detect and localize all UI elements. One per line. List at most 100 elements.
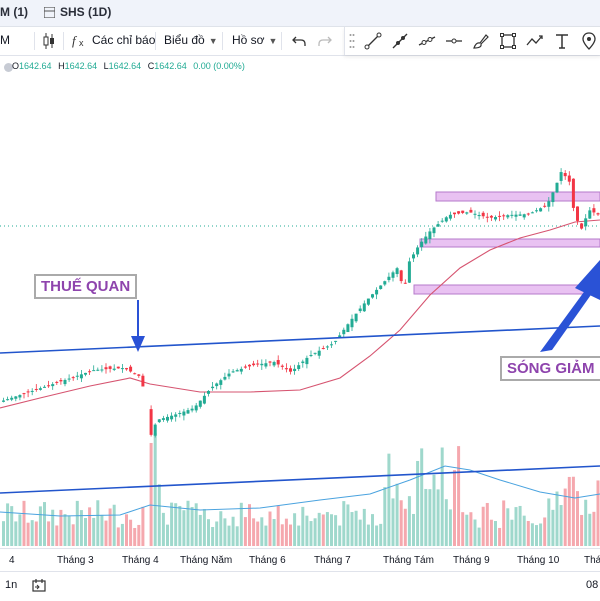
volume-bar [194, 503, 198, 546]
candle [330, 344, 333, 346]
support-zone-lower[interactable] [413, 284, 600, 295]
time-axis-label: Tháng 10 [517, 555, 560, 566]
tab-shs[interactable]: SHS (1D) [60, 5, 112, 19]
candle [567, 175, 571, 182]
interval-button[interactable]: M [0, 33, 10, 47]
time-axis-label: Tháng 3 [57, 555, 94, 566]
brush-icon[interactable] [471, 31, 491, 51]
drag-handle-icon[interactable] [349, 31, 355, 51]
candle [514, 214, 518, 217]
candle [153, 424, 157, 436]
volume-bar [116, 527, 120, 546]
candle [170, 415, 174, 420]
candle [502, 215, 506, 217]
collapse-legend-icon[interactable] [4, 63, 13, 72]
volume-bar [297, 525, 301, 546]
volume-bar [420, 448, 424, 546]
candle [63, 379, 67, 385]
rectangle-icon[interactable] [498, 31, 518, 51]
volume-bar [202, 509, 206, 546]
volume-bar [387, 453, 391, 546]
volume-bar [75, 500, 79, 546]
candle [137, 374, 141, 376]
candle [535, 210, 538, 212]
lower-trendline[interactable] [0, 465, 600, 494]
time-axis[interactable]: 4 Tháng 3 Tháng 4 Tháng Năm Tháng 6 Thán… [0, 548, 600, 571]
candle [125, 368, 128, 370]
path-icon[interactable] [525, 31, 545, 51]
resistance-zone[interactable] [435, 191, 600, 202]
volume-bar [161, 512, 165, 546]
candle [334, 340, 338, 342]
tariff-arrow[interactable] [131, 300, 145, 352]
candle [588, 210, 592, 219]
tariff-label[interactable]: THUẾ QUAN [34, 274, 138, 299]
redo-icon[interactable] [318, 35, 332, 47]
candle [51, 384, 55, 387]
volume-bar [403, 508, 407, 546]
support-zone-upper[interactable] [419, 238, 600, 248]
volume-bar [38, 506, 42, 546]
indicators-button[interactable]: Các chỉ báo [92, 33, 156, 47]
candles-icon[interactable] [42, 32, 56, 50]
volume-bar [506, 508, 510, 546]
candle [38, 388, 42, 390]
candle [346, 324, 350, 333]
horizontal-line-icon[interactable] [444, 31, 464, 51]
volume-bar [440, 447, 444, 546]
candle [71, 377, 75, 379]
candle [424, 236, 428, 244]
volume-bar [26, 522, 30, 546]
volume-bar [448, 509, 452, 546]
undo-icon[interactable] [292, 35, 306, 47]
candle [305, 357, 309, 365]
volume-bar [399, 500, 403, 546]
volume-bar [338, 525, 342, 546]
volume-moving-average [0, 465, 600, 517]
chart-type-button[interactable]: Biểu đồ ▼ [164, 33, 218, 47]
text-icon[interactable] [552, 31, 572, 51]
candle [547, 201, 551, 207]
tab-first[interactable]: M (1) [0, 5, 28, 19]
volume-bar [170, 502, 174, 546]
candle [202, 395, 206, 404]
volume-bar [596, 480, 600, 546]
candle [371, 294, 374, 298]
calendar-icon[interactable] [32, 578, 46, 592]
trend-line-icon[interactable] [363, 31, 383, 51]
candle [407, 261, 411, 283]
volume-bar [358, 519, 362, 546]
ray-icon[interactable] [390, 31, 410, 51]
profile-button[interactable]: Hồ sơ ▼ [232, 33, 277, 47]
price-chart[interactable] [0, 56, 600, 572]
wave-arrow[interactable] [540, 260, 600, 352]
interval-range-button[interactable]: 1n [5, 579, 18, 591]
volume-bar [10, 506, 14, 546]
candle [260, 363, 264, 366]
upper-trendline[interactable] [0, 325, 600, 354]
volume-bar [535, 525, 538, 546]
volume-bar [469, 512, 473, 546]
candle [420, 241, 424, 248]
candle [321, 348, 325, 350]
volume-bar [567, 476, 571, 546]
volume-bar [317, 512, 321, 546]
volume-bar [526, 520, 530, 546]
volume-bar [108, 508, 112, 546]
volume-bar [256, 521, 260, 546]
extended-line-icon[interactable] [417, 31, 437, 51]
candle [576, 206, 579, 221]
candle [227, 373, 231, 377]
volume-bar [280, 524, 284, 546]
time-axis-label: Tháng 4 [122, 555, 159, 566]
volume-bar [502, 500, 506, 546]
volume-bar [412, 513, 415, 546]
candle [395, 268, 399, 275]
pin-icon[interactable] [579, 31, 599, 51]
volume-bars [2, 433, 600, 546]
time-axis-label: Tháng Tám [383, 555, 434, 566]
candle [112, 368, 116, 370]
volume-bar [207, 519, 210, 546]
candle [461, 210, 465, 213]
wave-label[interactable]: SÓNG GIẢM [500, 356, 600, 381]
